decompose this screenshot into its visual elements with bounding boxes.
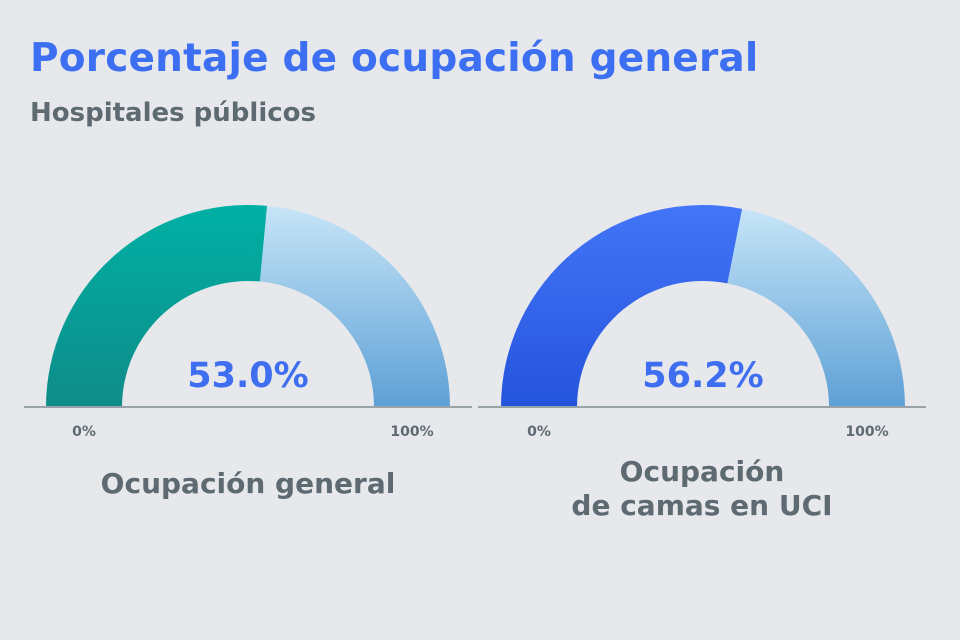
gauge-1-remainder-arc	[259, 205, 450, 407]
gauge-2-caption: Ocupación de camas en UCI	[502, 455, 902, 523]
gauge-2-value-arc	[501, 204, 743, 407]
gauge-ocupacion-uci: 56.2% 0% 100%	[478, 204, 926, 440]
gauge-1-value-label: 53.0%	[187, 356, 308, 396]
gauge-1-min-label: 0%	[72, 424, 96, 440]
gauge-2-min-label: 0%	[527, 424, 551, 440]
gauge-2-value-label: 56.2%	[642, 356, 763, 396]
gauge-ocupacion-general: 53.0% 0% 100%	[24, 205, 472, 440]
chart-title: Porcentaje de ocupación general	[30, 36, 759, 81]
gauge-1-max-label: 100%	[390, 424, 433, 440]
gauge-2-caption-line-1: Ocupación	[619, 455, 785, 488]
gauge-2-caption-line-2: de camas en UCI	[571, 489, 833, 522]
gauge-2-remainder-arc	[727, 208, 905, 407]
gauge-1-caption: Ocupación general	[48, 467, 448, 501]
gauge-1-caption-line-1: Ocupación general	[100, 467, 396, 500]
gauge-2-max-label: 100%	[845, 424, 888, 440]
gauge-1-value-arc	[46, 205, 268, 407]
chart-subtitle: Hospitales públicos	[30, 98, 316, 128]
